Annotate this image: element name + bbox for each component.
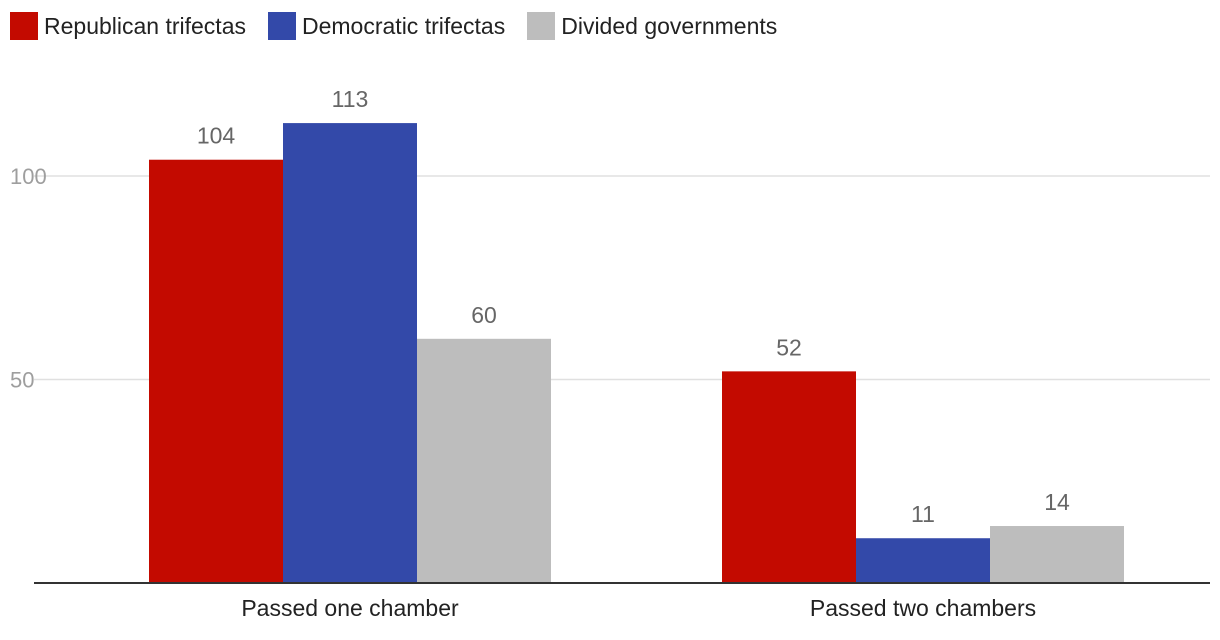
legend-item: Democratic trifectas bbox=[268, 12, 505, 40]
legend-swatch bbox=[268, 12, 296, 40]
category-label: Passed two chambers bbox=[810, 595, 1036, 621]
legend-label: Divided governments bbox=[561, 12, 778, 39]
bar bbox=[417, 338, 551, 583]
bar bbox=[990, 526, 1124, 583]
data-label: 52 bbox=[776, 334, 802, 360]
legend-label: Republican trifectas bbox=[44, 12, 246, 39]
y-tick-label: 100 bbox=[10, 164, 47, 189]
y-tick-label: 50 bbox=[10, 368, 34, 393]
bar bbox=[283, 123, 417, 583]
legend-item: Republican trifectas bbox=[10, 12, 246, 40]
bar bbox=[856, 538, 990, 583]
data-label: 60 bbox=[471, 302, 497, 328]
bars bbox=[149, 123, 1124, 583]
data-label: 113 bbox=[332, 86, 369, 112]
data-label: 14 bbox=[1044, 489, 1070, 515]
legend: Republican trifectas Democratic trifectas… bbox=[10, 8, 799, 44]
legend-label: Democratic trifectas bbox=[302, 12, 506, 39]
bar bbox=[722, 371, 856, 583]
category-label: Passed one chamber bbox=[241, 595, 459, 621]
legend-swatch bbox=[527, 12, 556, 40]
legend-swatch bbox=[10, 12, 38, 40]
data-label: 11 bbox=[911, 501, 935, 527]
bar bbox=[149, 159, 283, 583]
labels: 50 100 104 113 60 Passed one chamber 52 11 14 Pas… bbox=[10, 86, 1070, 621]
legend-item: Divided governments bbox=[527, 12, 777, 40]
data-label: 104 bbox=[197, 123, 236, 149]
